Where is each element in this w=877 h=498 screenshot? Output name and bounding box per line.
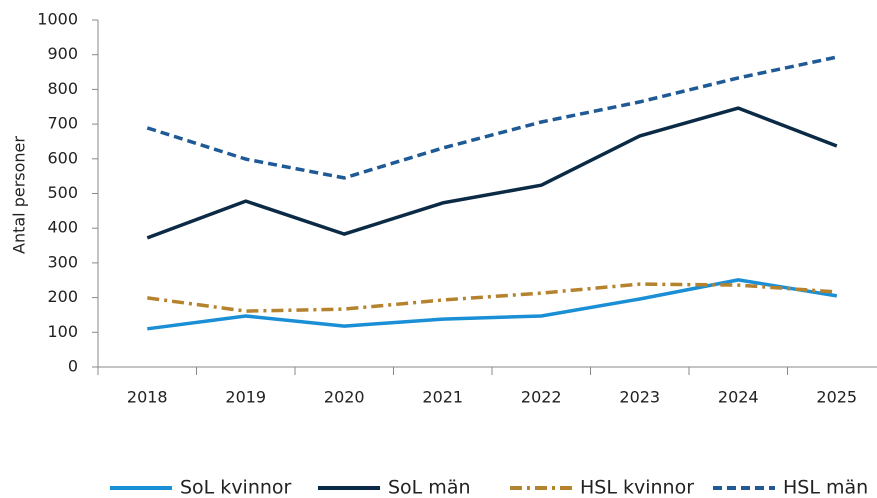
y-tick-label: 1000 [37, 10, 78, 29]
x-tick-label: 2024 [718, 388, 759, 407]
legend: SoL kvinnor SoL män HSL kvinnor HSL män [110, 477, 868, 498]
y-tick-label: 200 [47, 287, 78, 306]
y-tick-label: 800 [47, 79, 78, 98]
series-line [147, 282, 837, 313]
y-tick-label: 500 [47, 183, 78, 202]
legend-label: HSL kvinnor [580, 477, 694, 498]
x-tick-label: 2021 [422, 388, 463, 407]
y-tick-label: 0 [68, 357, 78, 376]
y-tick-label: 600 [47, 148, 78, 167]
x-tick-label: 2018 [127, 388, 168, 407]
x-tick-label: 2025 [816, 388, 857, 407]
y-tick-label: 400 [47, 218, 78, 237]
x-tick-label: 2019 [225, 388, 266, 407]
y-tick-label: 700 [47, 114, 78, 133]
x-tick-label: 2022 [521, 388, 562, 407]
y-axis-label: Antal personer [10, 136, 29, 254]
series-line [146, 106, 838, 240]
x-tick-label: 2020 [324, 388, 365, 407]
legend-label: SoL män [388, 477, 471, 498]
x-tick-label: 2023 [619, 388, 660, 407]
y-tick-label: 100 [47, 322, 78, 341]
y-tick-label: 300 [47, 252, 78, 271]
y-tick-label: 900 [47, 44, 78, 63]
series-line [146, 55, 838, 180]
legend-label: HSL män [783, 477, 868, 498]
legend-label: SoL kvinnor [180, 477, 292, 498]
series-line [147, 278, 838, 331]
